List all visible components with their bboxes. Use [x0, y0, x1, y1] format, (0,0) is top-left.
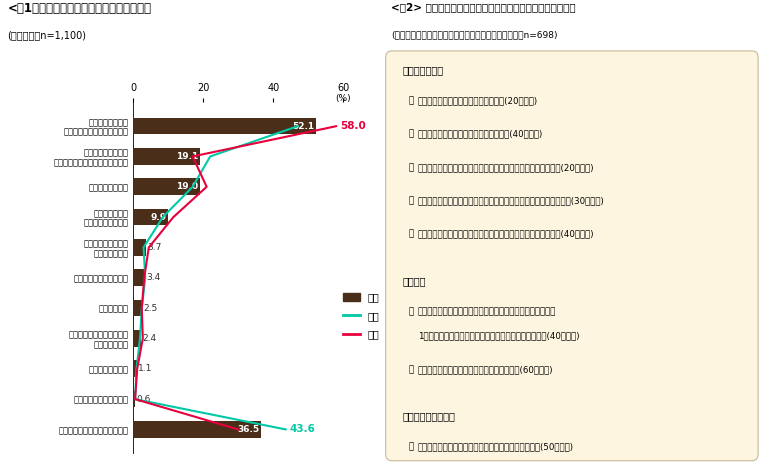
Bar: [133, 300, 142, 317]
Text: (普段カフェ・喚茶店を利用する人ベース　自由回答：n=698): (普段カフェ・喚茶店を利用する人ベース 自由回答：n=698): [391, 30, 558, 39]
Text: <図1＞普段利用するカフェ・喚茶店の種類: <図1＞普段利用するカフェ・喚茶店の種類: [8, 2, 151, 15]
Text: 日常のバタバタから解放されて落ち着ける。(60代女性): 日常のバタバタから解放されて落ち着ける。(60代女性): [418, 365, 553, 374]
Text: ・: ・: [408, 307, 413, 316]
Text: ・: ・: [408, 163, 413, 172]
Bar: [133, 421, 261, 438]
Bar: [133, 178, 200, 195]
Text: ・: ・: [408, 196, 413, 205]
Text: 3.4: 3.4: [147, 273, 160, 282]
Text: 0.6: 0.6: [137, 394, 151, 404]
Bar: [133, 148, 200, 165]
Text: 張りつめていたモノが一瞬でも降ろせるので、ホッとする。: 張りつめていたモノが一瞬でも降ろせるので、ホッとする。: [418, 307, 556, 316]
Text: 52.1: 52.1: [293, 122, 315, 131]
Text: 1.1: 1.1: [138, 364, 153, 373]
Text: 忙しい時にホッとしたくて来ると落ち着いて気分転換になる。(40代女性): 忙しい時にホッとしたくて来ると落ち着いて気分転換になる。(40代女性): [418, 230, 594, 238]
Legend: 全体, 男性, 女性: 全体, 男性, 女性: [339, 288, 384, 344]
Text: また次の日に仕事を頑張ろうと思う。(20代男性): また次の日に仕事を頑張ろうと思う。(20代男性): [418, 96, 538, 105]
Text: 1人で来ていてもかまわないという空気感が心地良い。(40代女性): 1人で来ていてもかまわないという空気感が心地良い。(40代女性): [418, 332, 579, 340]
Text: ストレス解消になる: ストレス解消になる: [403, 411, 455, 421]
Text: ・: ・: [408, 96, 413, 105]
Text: 36.5: 36.5: [238, 425, 260, 434]
Text: (複数回答：n=1,100): (複数回答：n=1,100): [8, 30, 87, 40]
Text: 19.0: 19.0: [176, 182, 198, 191]
Text: 気分転換になる: 気分転換になる: [403, 65, 444, 75]
Bar: [133, 209, 168, 225]
Bar: [133, 330, 141, 347]
Text: 落ち着く: 落ち着く: [403, 276, 426, 286]
Bar: [133, 239, 146, 256]
Text: 友人、知人との会話が弾み、ストレス解消にもなる。(50代女性): 友人、知人との会話が弾み、ストレス解消にもなる。(50代女性): [418, 443, 574, 451]
Text: 日常から離れ、非日常を味わうことができりフレッシュ効果がある(30代女性): 日常から離れ、非日常を味わうことができりフレッシュ効果がある(30代女性): [418, 196, 604, 205]
Text: 9.9: 9.9: [150, 213, 166, 222]
Text: 43.6: 43.6: [290, 425, 315, 434]
Text: ・: ・: [408, 365, 413, 374]
Bar: [133, 391, 135, 407]
Text: 2.5: 2.5: [143, 304, 157, 313]
Text: <図2> カフェ・喚茶店を利用して得られる気持ち　一部抜粋: <図2> カフェ・喚茶店を利用して得られる気持ち 一部抜粋: [391, 2, 576, 13]
FancyBboxPatch shape: [385, 51, 758, 461]
Text: 2.4: 2.4: [143, 334, 157, 343]
Bar: [133, 269, 145, 286]
Bar: [133, 361, 137, 377]
Text: ・: ・: [408, 130, 413, 138]
Text: 3.7: 3.7: [147, 243, 162, 252]
Text: 疲れた時に、気分をリフレッシュできる(40代男性): 疲れた時に、気分をリフレッシュできる(40代男性): [418, 130, 543, 138]
Text: ・: ・: [408, 443, 413, 451]
Text: 嫌なことがあっても落ち着いた音楽のおかげで和やかになる。(20代女性): 嫌なことがあっても落ち着いた音楽のおかげで和やかになる。(20代女性): [418, 163, 594, 172]
Text: 19.1: 19.1: [176, 152, 198, 161]
Text: (%): (%): [335, 94, 350, 103]
Bar: [133, 118, 315, 134]
Text: 58.0: 58.0: [340, 121, 366, 131]
Text: ・: ・: [408, 230, 413, 238]
